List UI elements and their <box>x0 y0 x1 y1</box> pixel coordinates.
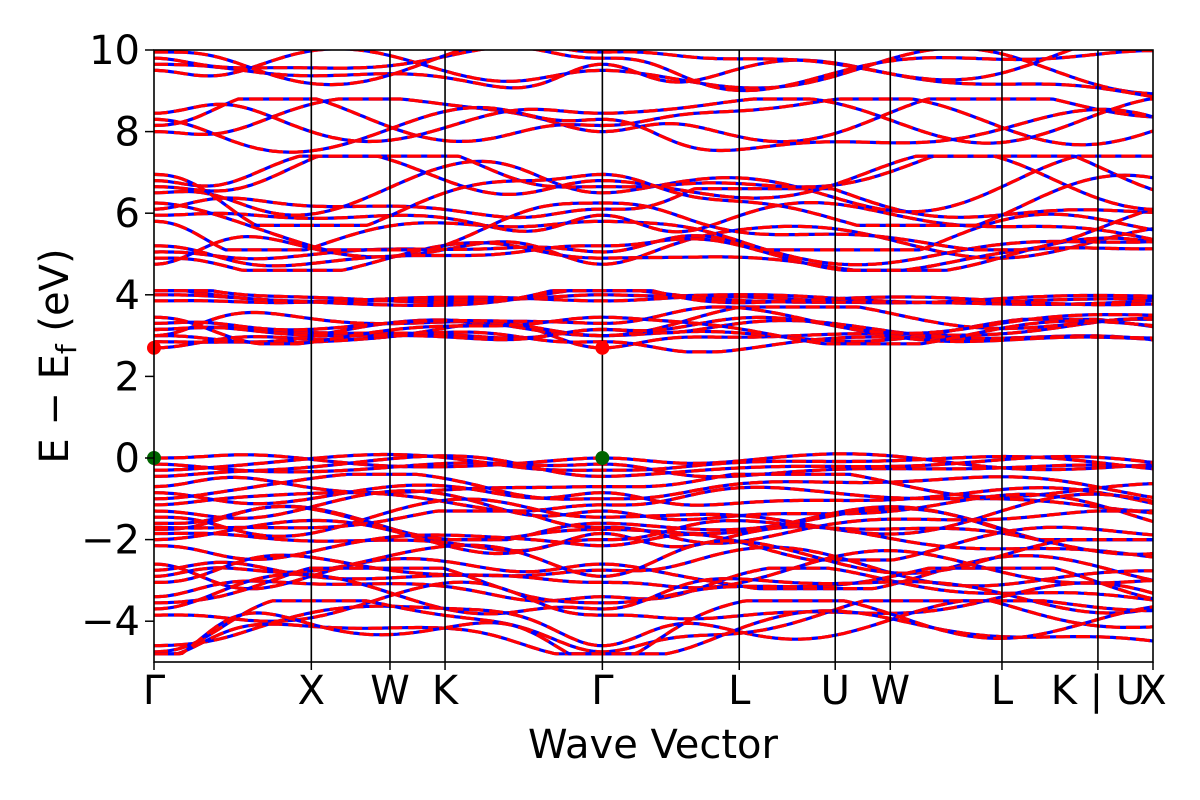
band-line-down <box>154 518 1153 556</box>
band-line-down <box>154 237 1153 272</box>
x-tick-label: Γ <box>591 668 614 714</box>
band-line-down <box>154 509 1153 545</box>
band-line-down <box>154 201 1153 242</box>
band-line-down <box>154 315 1153 346</box>
y-tick-label: 10 <box>89 28 140 74</box>
band-line-down <box>154 187 1153 220</box>
band-line-down <box>154 452 1153 472</box>
vbm-marker <box>595 451 610 465</box>
x-tick-label: X <box>298 668 325 714</box>
band-line-down <box>154 483 1153 507</box>
band-line-down <box>154 58 1153 99</box>
band-line-down <box>154 489 1153 524</box>
band-line-down <box>154 472 1153 501</box>
band-line-down <box>154 454 1153 478</box>
band-line-down <box>154 50 1075 87</box>
y-axis-label: E − Ef (eV) <box>32 248 83 463</box>
band-line-down <box>154 452 1153 472</box>
y-tick-label: 0 <box>115 436 140 482</box>
band-line-down <box>154 599 1153 656</box>
band-line-down <box>154 212 1153 252</box>
band-line-down <box>154 485 1153 513</box>
band-line-down <box>154 236 1153 272</box>
band-lines <box>154 50 1153 656</box>
band-line-down <box>154 97 1153 145</box>
x-tick-label: U <box>821 668 850 714</box>
x-tick-label: X <box>1139 668 1166 714</box>
x-tick-label: Γ <box>143 668 166 714</box>
band-line-down <box>154 572 1153 616</box>
y-tick-label: −2 <box>81 518 140 564</box>
cbm-marker <box>595 340 610 355</box>
band-line-down <box>154 289 1153 307</box>
x-tick-label: K | U <box>1051 668 1145 714</box>
band-edge-markers <box>147 340 610 465</box>
band-line-down <box>154 224 1153 266</box>
x-tick-label: W <box>870 668 910 714</box>
y-tick-label: 4 <box>115 273 140 319</box>
band-line-down <box>154 105 1153 154</box>
x-tick-label: W <box>370 668 410 714</box>
band-line-down <box>154 50 1153 93</box>
y-axis-label-main: E − E <box>32 354 78 464</box>
x-tick-label: K <box>432 668 460 714</box>
high-symmetry-lines <box>310 50 1099 662</box>
x-axis-label: Wave Vector <box>528 722 779 768</box>
x-tick-label: L <box>728 668 751 714</box>
band-line-down <box>154 97 1153 144</box>
band-line-down <box>154 318 1153 341</box>
band-line-down <box>154 472 1153 499</box>
band-line-down <box>154 317 1153 350</box>
y-axis-label-unit: (eV) <box>32 248 78 344</box>
plot-frame <box>153 49 1154 663</box>
y-tick-label: 8 <box>115 110 140 156</box>
band-line-down <box>154 315 1153 344</box>
band-line-down <box>154 172 1153 227</box>
band-line-down <box>154 154 1153 217</box>
y-tick-label: 6 <box>115 191 140 237</box>
band-line-down <box>154 525 1153 562</box>
x-tick-label: L <box>991 668 1014 714</box>
y-axis: −4 −2 0 2 4 6 8 10 <box>81 28 154 645</box>
y-axis-label-sub: f <box>50 343 83 354</box>
band-line-down <box>154 305 1153 336</box>
y-tick-label: 2 <box>115 354 140 400</box>
y-tick-label: −4 <box>81 599 140 645</box>
band-line-down <box>154 50 1153 96</box>
band-line-down <box>154 492 1153 538</box>
band-line-down <box>154 537 1153 578</box>
band-line-down <box>154 525 1153 559</box>
band-line-down <box>154 201 1153 252</box>
band-line-down <box>154 97 1153 147</box>
